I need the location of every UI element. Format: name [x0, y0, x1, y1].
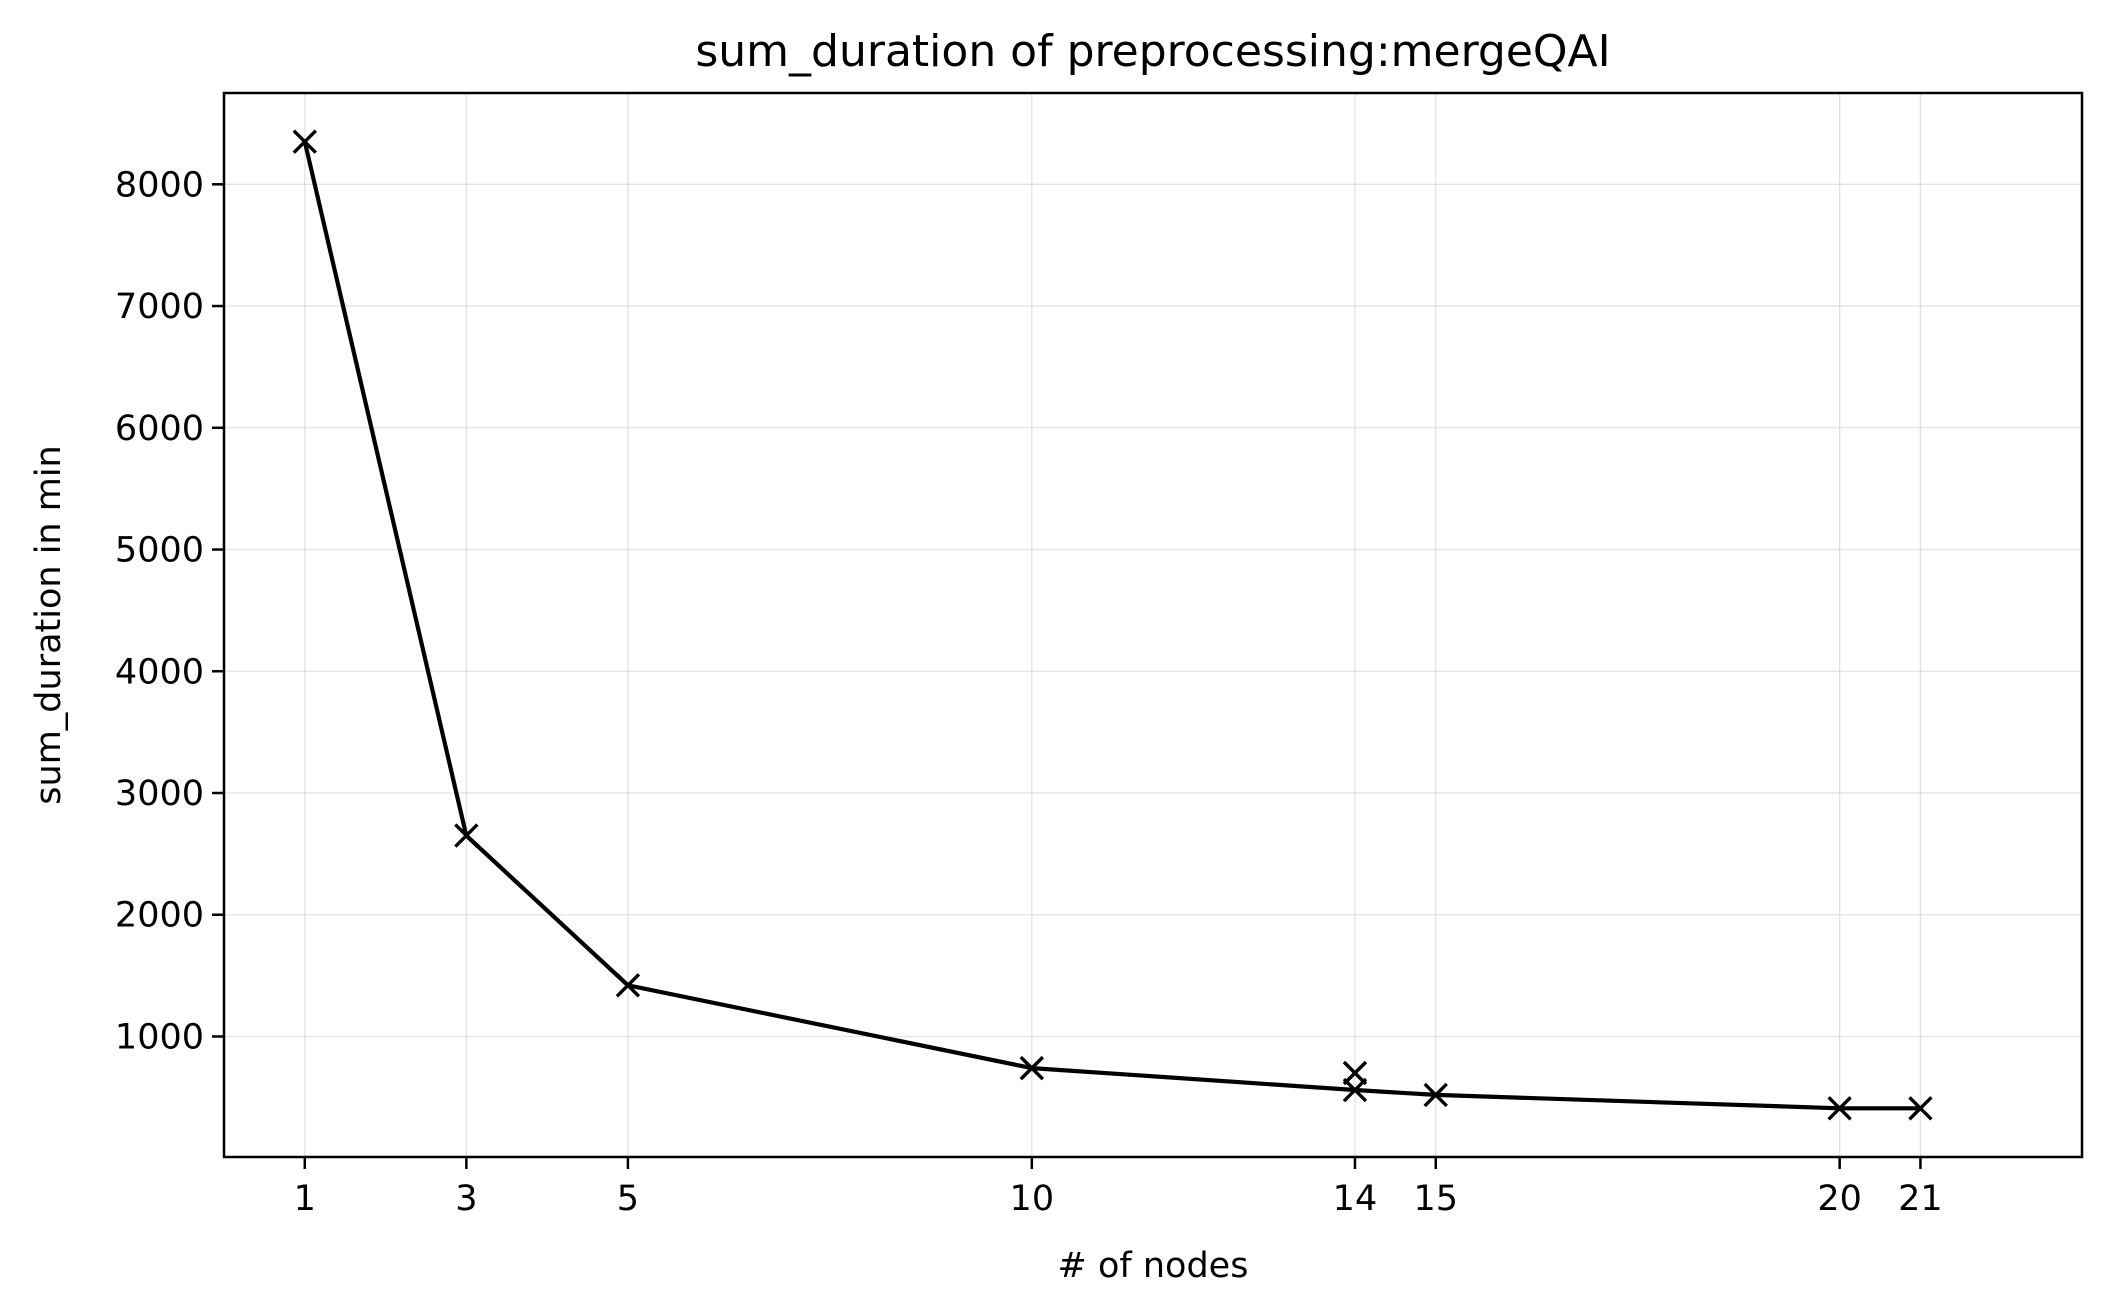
y-tick-label: 3000: [115, 774, 204, 814]
x-tick-label: 3: [455, 1179, 477, 1219]
chart-title: sum_duration of preprocessing:mergeQAI: [695, 26, 1610, 77]
y-tick-label: 4000: [115, 652, 204, 692]
x-tick-label: 15: [1413, 1179, 1458, 1219]
y-tick-label: 1000: [115, 1017, 204, 1057]
x-tick-label: 21: [1898, 1179, 1943, 1219]
x-axis-label: # of nodes: [1058, 1246, 1249, 1286]
y-tick-label: 8000: [115, 165, 204, 205]
grid: [224, 93, 2082, 1157]
data-point: [292, 129, 317, 154]
series-line: [302, 141, 1921, 1111]
series-layer: [292, 129, 1933, 1121]
x-tick-label: 5: [617, 1179, 639, 1219]
x-tick-label: 20: [1817, 1179, 1862, 1219]
y-tick-label: 5000: [115, 531, 204, 571]
x-tick-label: 10: [1010, 1179, 1055, 1219]
data-point: [1423, 1082, 1448, 1108]
data-point: [1908, 1096, 1933, 1121]
data-point: [454, 823, 479, 848]
data-point: [1019, 1055, 1045, 1081]
y-tick-label: 7000: [115, 287, 204, 327]
x-tick-label: 14: [1333, 1179, 1378, 1219]
y-axis-label: sum_duration in min: [29, 445, 69, 804]
data-point: [615, 973, 641, 998]
x-tick-label: 1: [294, 1179, 316, 1219]
data-point: [1342, 1060, 1368, 1086]
data-point: [1827, 1096, 1852, 1121]
plot-frame: [222, 91, 2084, 1159]
y-tick-label: 2000: [115, 896, 204, 936]
y-axis: 1000 2000 3000 4000 5000 6000 7000 8000: [115, 165, 224, 1057]
y-tick-label: 6000: [115, 409, 204, 449]
x-axis: 1 3 5 10 14 15 20 21: [294, 1157, 1943, 1219]
